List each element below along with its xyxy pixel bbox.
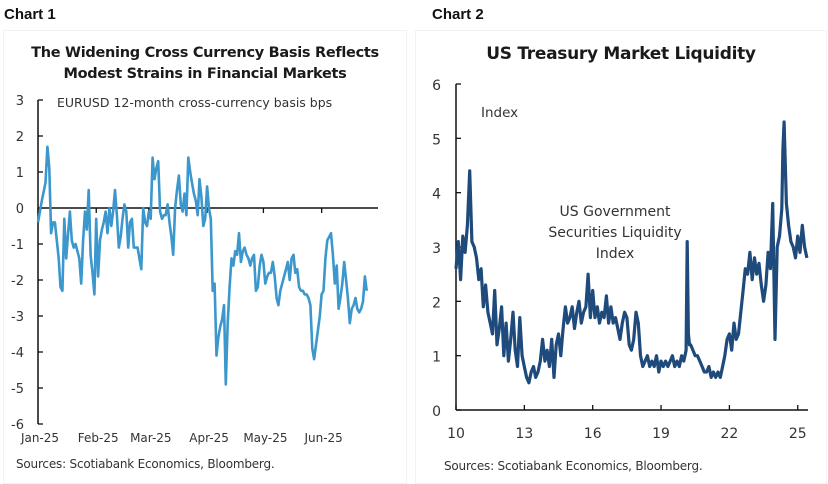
chart2-series-label-line: Index (596, 246, 635, 262)
chart1-y-tick-label: -4 (11, 346, 24, 361)
chart2-y-tick-label: 2 (432, 295, 441, 311)
chart1-series-label: EURUSD 12-month cross-currency basis bps (57, 95, 332, 110)
chart1-y-tick-label: -6 (11, 418, 24, 433)
chart1-x-tick-label: Jun-25 (303, 431, 342, 445)
chart1-y-tick-label: 0 (16, 202, 24, 217)
chart2-y-tick-label: 0 (432, 404, 441, 420)
chart1-title-line2: Modest Strains in Financial Markets (63, 66, 347, 82)
chart2-x-tick-label: 10 (447, 426, 465, 442)
chart1-x-tick-label: Jan-25 (20, 431, 59, 445)
chart1-y-tick-label: -3 (11, 310, 24, 325)
chart2-index-label: Index (481, 105, 518, 121)
chart2-x-tick-label: 25 (789, 426, 807, 442)
chart2-series-line (454, 120, 809, 385)
chart2-y-tick-label: 1 (432, 350, 441, 366)
chart1-y-tick-label: 2 (16, 130, 24, 145)
chart1-panel: The Widening Cross Currency Basis Reflec… (3, 30, 407, 484)
chart1-x-tick-label: Apr-25 (189, 431, 229, 445)
chart1-y-tick-label: 1 (16, 166, 24, 181)
chart1-x-tick-label: Feb-25 (78, 431, 119, 445)
chart1-x-tick-label: Mar-25 (130, 431, 171, 445)
chart2-y-tick-label: 3 (432, 241, 441, 257)
chart2-x-tick-label: 16 (584, 426, 602, 442)
chart2-title: US Treasury Market Liquidity (486, 44, 756, 64)
chart1-y-tick-label: -2 (11, 274, 24, 289)
chart2-y-tick-label: 6 (432, 78, 441, 94)
chart1-y-tick-label: 3 (16, 94, 24, 109)
chart1-series-line (36, 145, 368, 386)
chart1-y-tick-label: -5 (11, 382, 24, 397)
chart2-x-tick-label: 13 (515, 426, 533, 442)
chart1-y-tick-label: -1 (11, 238, 24, 253)
chart2-series-label-line: US Government (560, 204, 671, 220)
chart1-x-tick-label: May-25 (243, 431, 287, 445)
chart1-title-line1: The Widening Cross Currency Basis Reflec… (31, 45, 379, 61)
chart2-series-label-line: Securities Liquidity (548, 225, 681, 241)
chart1-title: The Widening Cross Currency Basis Reflec… (4, 43, 406, 85)
chart2-x-tick-label: 19 (652, 426, 670, 442)
chart2-source: Sources: Scotiabank Economics, Bloomberg… (444, 459, 703, 473)
chart2-y-tick-label: 4 (432, 187, 441, 203)
chart2-label: Chart 2 (432, 6, 484, 23)
chart2-x-tick-label: 22 (720, 426, 738, 442)
chart1-source: Sources: Scotiabank Economics, Bloomberg… (16, 457, 275, 471)
chart1-label: Chart 1 (4, 6, 56, 23)
chart2-panel: US Treasury Market Liquidity (415, 30, 827, 484)
chart2-y-tick-label: 5 (432, 132, 441, 148)
